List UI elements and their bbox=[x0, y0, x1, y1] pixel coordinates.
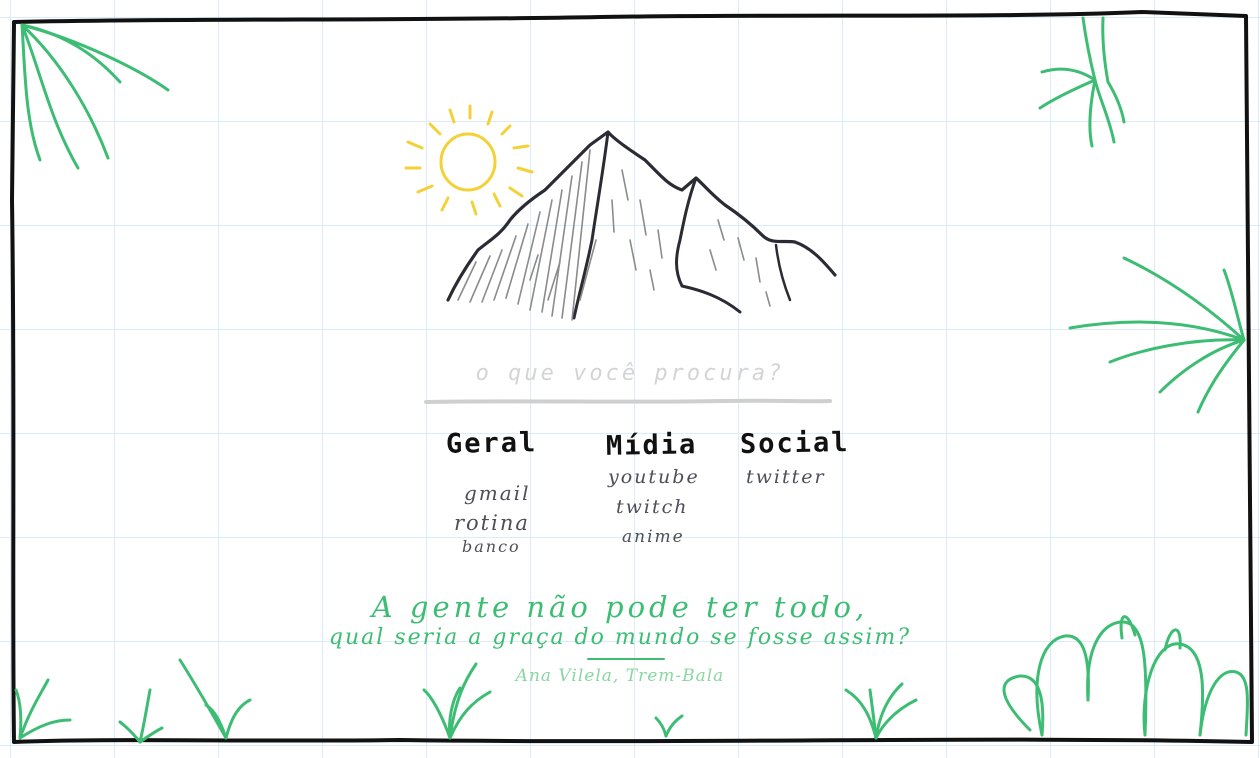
category-social: Social twitter bbox=[739, 427, 850, 492]
category-title: Mídia bbox=[605, 429, 698, 462]
quote-author: Ana Vilela, Trem-Bala bbox=[515, 666, 725, 686]
quote-line-2: qual seria a graça do mundo se fosse ass… bbox=[328, 625, 912, 650]
link-rotina[interactable]: rotina bbox=[454, 511, 530, 535]
category-geral: Geral gmail rotina banco bbox=[445, 427, 538, 562]
link-gmail[interactable]: gmail bbox=[464, 481, 531, 505]
sketch-frame bbox=[10, 10, 1254, 744]
link-youtube[interactable]: youtube bbox=[608, 466, 700, 488]
category-title: Geral bbox=[445, 427, 538, 460]
quote-underline bbox=[587, 658, 665, 660]
category-midia: Mídia youtube twitch anime bbox=[605, 429, 700, 552]
category-title: Social bbox=[739, 427, 850, 460]
link-twitch[interactable]: twitch bbox=[616, 496, 689, 518]
link-banco[interactable]: banco bbox=[462, 537, 521, 556]
leaf-icon bbox=[1068, 256, 1246, 414]
leaf-icon bbox=[20, 23, 170, 170]
grass-icon bbox=[1002, 615, 1249, 737]
search-input[interactable] bbox=[424, 348, 836, 398]
link-anime[interactable]: anime bbox=[622, 527, 685, 547]
sun-icon bbox=[404, 104, 534, 216]
quote-line-1: A gente não pode ter todo, bbox=[371, 590, 869, 624]
grass-icon bbox=[14, 658, 918, 744]
mountain-illustration bbox=[446, 130, 837, 321]
quote: A gente não pode ter todo, qual seria a … bbox=[290, 590, 950, 686]
search-box bbox=[424, 340, 836, 410]
link-twitter[interactable]: twitter bbox=[746, 466, 826, 488]
leaf-icon bbox=[1038, 16, 1126, 148]
search-underline bbox=[424, 398, 832, 404]
